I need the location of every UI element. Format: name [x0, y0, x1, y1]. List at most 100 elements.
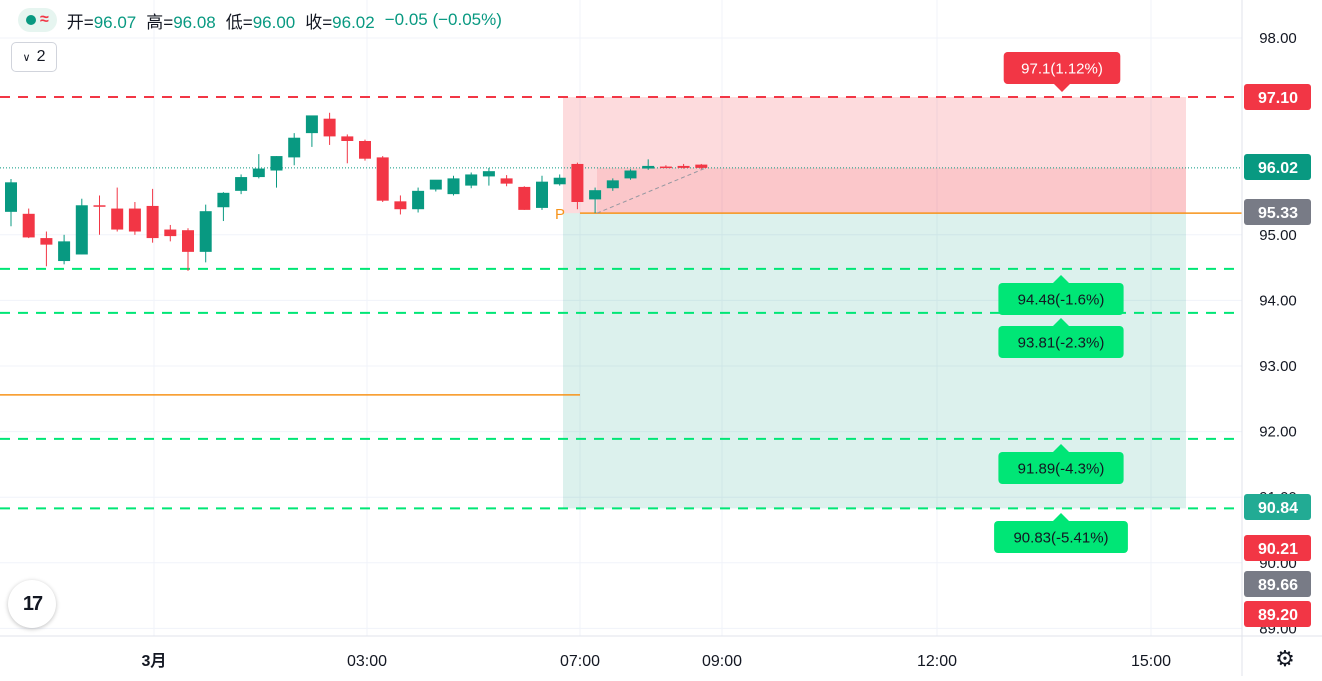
high-label: 高= [146, 12, 174, 32]
target-level-label-box [998, 452, 1124, 484]
candle-body [695, 164, 708, 168]
indicators-toggle-button[interactable]: ∨ 2 [11, 42, 57, 72]
target-level-label-text: 93.81(-2.3%) [1018, 335, 1105, 352]
approx-icon: ≈ [40, 11, 49, 28]
badge-box [1244, 535, 1311, 561]
open-pnl-zone [597, 167, 1186, 214]
candle-body [164, 229, 177, 237]
price-axis-badge[interactable]: 90.84 [1244, 494, 1311, 520]
target-level-label-notch [1053, 444, 1069, 452]
settings-gear-icon[interactable]: ⚙ [1275, 646, 1295, 671]
time-tick-label: 3月 [142, 652, 167, 670]
candle-body [58, 241, 71, 262]
price-axis-badge[interactable]: 95.33 [1244, 199, 1311, 225]
candle-body [128, 208, 141, 232]
chevron-down-icon: ∨ [22, 51, 31, 64]
target-level-label-text: 91.89(-4.3%) [1018, 461, 1105, 478]
price-tick-label: 92.00 [1259, 424, 1297, 441]
candle-body [305, 115, 318, 134]
price-lines [0, 96, 1242, 510]
candle-body [518, 186, 531, 210]
time-tick-label: 15:00 [1131, 653, 1171, 670]
candle-body [447, 178, 460, 195]
badge-box [1244, 494, 1311, 520]
candle-body [40, 238, 53, 245]
candle-body [235, 177, 248, 191]
candle-body [323, 118, 336, 137]
candle-body [288, 137, 301, 158]
pivot-label: P [555, 206, 565, 223]
candle-body [553, 177, 566, 185]
open-label: 开= [66, 12, 94, 32]
candle-body [146, 205, 159, 239]
price-tick-label: 95.00 [1259, 227, 1297, 244]
badge-text: 96.02 [1258, 160, 1298, 177]
badge-text: 97.10 [1258, 90, 1298, 107]
time-tick-label: 07:00 [560, 653, 600, 670]
badge-box [1244, 154, 1311, 180]
ohlc-close: 收=96.02 [305, 8, 374, 33]
stop-level-label-notch [1054, 84, 1070, 92]
price-axis-badge[interactable]: 89.66 [1244, 571, 1311, 597]
stop-zone [563, 97, 1186, 214]
close-value: 96.02 [332, 12, 375, 32]
target-level-label[interactable]: 90.83(-5.41%) [994, 513, 1128, 553]
candle-body [465, 174, 478, 186]
stop-level-label-box [1003, 52, 1121, 84]
target-level-label[interactable]: 93.81(-2.3%) [998, 318, 1124, 358]
market-status-dot [26, 15, 36, 25]
candle-body [394, 201, 407, 210]
target-level-label[interactable]: 94.48(-1.6%) [998, 275, 1124, 315]
target-level-label-notch [1053, 318, 1069, 326]
target-level-label-notch [1053, 275, 1069, 283]
candle-body [482, 171, 495, 177]
candle-body [642, 165, 655, 169]
change-value: −0.05 (−0.05%) [384, 10, 502, 29]
candle-body [93, 205, 106, 207]
high-value: 96.08 [173, 12, 216, 32]
price-tick-label: 98.00 [1259, 30, 1297, 47]
price-axis-badge[interactable]: 97.10 [1244, 84, 1311, 110]
candle-body [252, 168, 265, 178]
badge-text: 90.21 [1258, 541, 1298, 558]
candle-body [589, 190, 602, 200]
price-axis-badge[interactable]: 90.21 [1244, 535, 1311, 561]
target-level-label-text: 90.83(-5.41%) [1013, 530, 1108, 547]
low-label: 低= [225, 12, 253, 32]
candle-body [111, 208, 124, 230]
close-label: 收= [305, 12, 333, 32]
candle-body [75, 205, 88, 255]
badge-box [1244, 571, 1311, 597]
symbol-pill[interactable]: ≈ [18, 8, 57, 32]
open-value: 96.07 [93, 12, 137, 32]
candle-body [536, 181, 548, 208]
ohlc-high: 高=96.08 [146, 8, 215, 33]
candle-body [659, 166, 672, 169]
candle-body [199, 211, 212, 252]
indicators-count: 2 [36, 48, 46, 65]
trend-connector-line [596, 167, 707, 214]
level-labels[interactable]: P 97.1(1.12%) 94.48(-1.6%) 93.81(-2.3%) 91.8… [555, 52, 1128, 553]
candle-body [606, 180, 619, 189]
target-level-label-notch [1053, 513, 1069, 521]
badge-box [1244, 601, 1311, 627]
badge-text: 89.66 [1258, 577, 1298, 594]
tradingview-logo-icon[interactable]: 17 [8, 580, 56, 628]
time-tick-label: 12:00 [917, 653, 957, 670]
price-tick-label: 93.00 [1259, 358, 1297, 375]
price-axis-badge[interactable]: 96.02 [1244, 154, 1311, 180]
logo-text: 17 [22, 592, 43, 615]
low-value: 96.00 [252, 12, 296, 32]
candle-body [341, 136, 354, 141]
price-axis-badge[interactable]: 89.20 [1244, 601, 1311, 627]
candle-body [677, 165, 690, 168]
target-level-label-box [998, 283, 1124, 315]
candle-body [571, 163, 584, 202]
stop-level-label[interactable]: 97.1(1.12%) [1003, 52, 1121, 92]
price-tick-label: 94.00 [1259, 292, 1297, 309]
target-level-label[interactable]: 91.89(-4.3%) [998, 444, 1124, 484]
target-level-label-box [998, 326, 1124, 358]
